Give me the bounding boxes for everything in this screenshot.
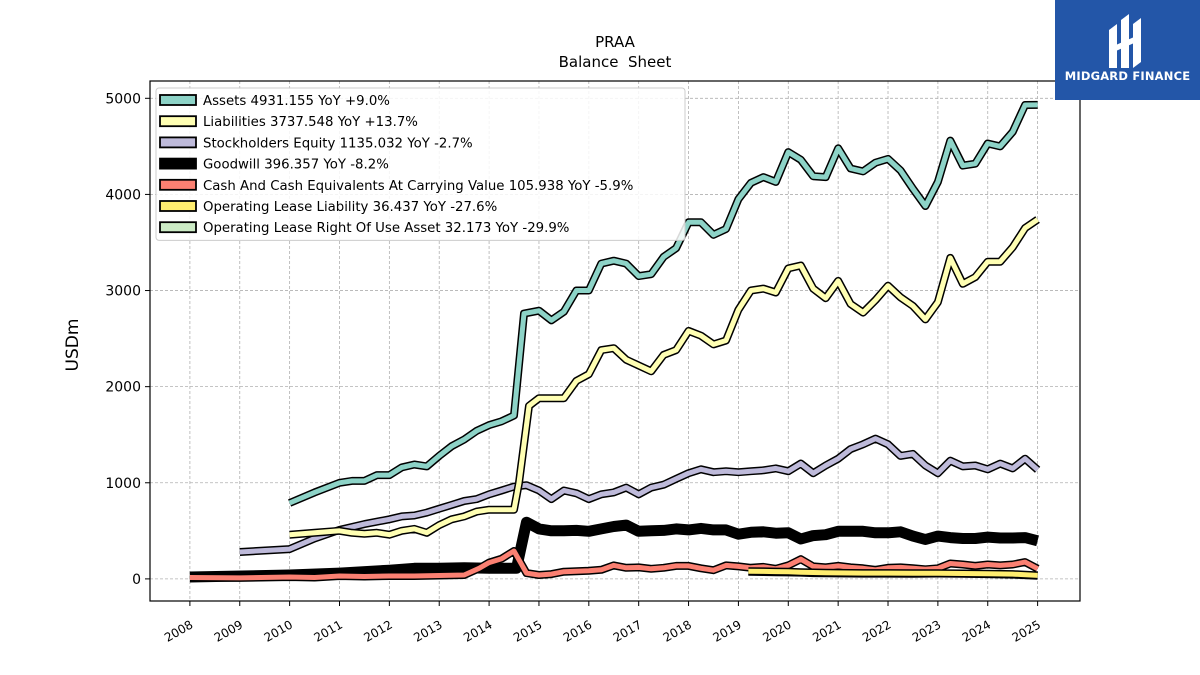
series-stockholders-equity — [239, 434, 1041, 556]
x-tick-label: 2024 — [960, 617, 993, 644]
series-line — [189, 548, 1039, 581]
series-goodwill — [189, 516, 1039, 583]
legend-swatch — [159, 157, 197, 170]
series-line-outline — [189, 516, 1039, 583]
series-cash-and-cash-equivalents-at-carrying-value — [189, 547, 1040, 582]
series-operating-lease-liability — [748, 567, 1038, 580]
plot-frame — [149, 80, 1081, 602]
chart-title: PRAA — [595, 33, 636, 51]
legend: Assets 4931.155 YoY +9.0% Liabilities 373… — [155, 87, 686, 241]
y-tick-label: 4000 — [105, 187, 141, 203]
brand-mark-icon — [1109, 14, 1141, 68]
series-line — [239, 436, 1040, 555]
brand-name: MIDGARD FINANCE — [1064, 69, 1191, 83]
series-line — [748, 568, 1038, 578]
y-axis-label: USDm — [63, 319, 83, 372]
x-tick-label: 2022 — [860, 617, 893, 644]
series-line — [289, 217, 1040, 538]
legend-box — [155, 87, 686, 241]
x-tick-label: 2018 — [661, 617, 694, 644]
legend-swatch — [159, 178, 197, 191]
legend-label: Liabilities 3737.548 YoY +13.7% — [203, 115, 418, 130]
x-tick-label: 2025 — [1010, 617, 1043, 644]
x-tick-label: 2021 — [810, 617, 843, 644]
legend-label: Operating Lease Liability 36.437 YoY -27… — [203, 200, 497, 215]
legend-swatch — [159, 115, 197, 128]
legend-swatch — [159, 221, 197, 234]
legend-swatch — [159, 136, 197, 149]
x-tick-label: 2014 — [461, 617, 494, 644]
y-tick-label: 0 — [132, 572, 141, 588]
x-tick-label: 2009 — [212, 617, 245, 644]
legend-swatch — [159, 200, 197, 212]
y-tick-label: 5000 — [105, 91, 141, 107]
x-tick-label: 2017 — [611, 617, 644, 644]
x-tick-label: 2011 — [312, 617, 345, 644]
series-lines — [189, 100, 1041, 583]
chart-subtitle: Balance Sheet — [559, 53, 672, 71]
x-tick-label: 2010 — [262, 617, 295, 644]
x-tick-label: 2013 — [411, 617, 444, 644]
x-tick-label: 2020 — [760, 617, 793, 644]
legend-label: Assets 4931.155 YoY +9.0% — [203, 94, 390, 109]
legend-label: Stockholders Equity 1135.032 YoY -2.7% — [203, 136, 473, 151]
x-tick-label: 2008 — [162, 617, 195, 644]
x-tick-label: 2019 — [710, 617, 743, 644]
legend-label: Goodwill 396.357 YoY -8.2% — [203, 158, 389, 173]
x-tick-label: 2015 — [511, 617, 544, 644]
y-tick-label: 3000 — [105, 284, 141, 300]
y-tick-label: 1000 — [105, 476, 141, 492]
y-tick-label: 2000 — [105, 380, 141, 396]
legend-label: Operating Lease Right Of Use Asset 32.17… — [203, 221, 569, 236]
series-line — [288, 102, 1038, 506]
series-liabilities — [289, 216, 1040, 539]
brand-logo: MIDGARD FINANCE — [1055, 0, 1200, 100]
x-tick-label: 2023 — [910, 617, 943, 644]
x-tick-label: 2012 — [361, 617, 394, 644]
series-assets — [288, 100, 1038, 507]
legend-swatch — [159, 94, 197, 106]
x-tick-label: 2016 — [561, 617, 594, 644]
legend-label: Cash And Cash Equivalents At Carrying Va… — [203, 179, 633, 194]
